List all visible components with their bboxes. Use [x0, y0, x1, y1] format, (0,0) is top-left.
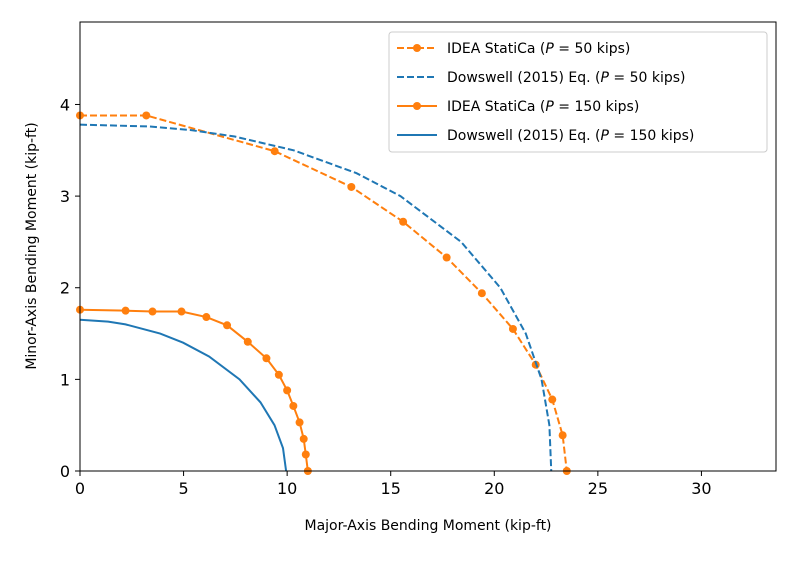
legend-text-part: = 150 kips) [554, 99, 639, 115]
data-point [262, 354, 271, 363]
y-tick-label: 1 [60, 370, 70, 389]
data-point [548, 395, 557, 404]
x-tick-label: 10 [277, 479, 297, 498]
data-point [274, 370, 283, 379]
plot-area [76, 111, 571, 475]
y-axis-label: Minor-Axis Bending Moment (kip-ft) [24, 122, 40, 369]
data-point [299, 434, 308, 443]
y-tick-label: 4 [60, 95, 70, 114]
legend-text-part: = 50 kips) [609, 70, 686, 86]
x-tick-label: 5 [178, 479, 188, 498]
legend-box [388, 31, 768, 153]
legend-text-part: P [545, 99, 554, 115]
x-tick-label: 0 [75, 479, 85, 498]
series-line-1 [79, 123, 553, 472]
legend-text-part: P [600, 128, 609, 144]
legend-entry-0: IDEA StatiCa (P = 50 kips) [447, 41, 630, 57]
x-tick-label: 25 [588, 479, 608, 498]
y-tick-label: 3 [60, 187, 70, 206]
legend-marker [413, 44, 421, 52]
data-point [202, 313, 211, 322]
data-point [148, 307, 157, 316]
data-point [121, 306, 130, 315]
data-point [301, 450, 310, 459]
legend: IDEA StatiCa (P = 50 kips)Dowswell (2015… [388, 31, 768, 153]
data-point [142, 111, 151, 120]
axes-frame [79, 21, 777, 472]
legend-text-part: Dowswell (2015) Eq. ( [447, 70, 600, 86]
data-point [442, 253, 451, 262]
data-point [289, 401, 298, 410]
legend-marker [413, 102, 421, 110]
legend-text-part: P [600, 70, 609, 86]
data-point [477, 289, 486, 298]
x-tick-label: 15 [381, 479, 401, 498]
x-tick-label: 20 [484, 479, 504, 498]
legend-entry-3: Dowswell (2015) Eq. (P = 150 kips) [447, 128, 694, 144]
x-tick-label: 30 [691, 479, 711, 498]
data-point [177, 307, 186, 316]
legend-text-part: Dowswell (2015) Eq. ( [447, 128, 600, 144]
x-axis-label: Major-Axis Bending Moment (kip-ft) [304, 518, 551, 534]
legend-entry-2: IDEA StatiCa (P = 150 kips) [447, 99, 639, 115]
series-line-2 [79, 308, 309, 472]
data-point [243, 337, 252, 346]
data-point [223, 321, 232, 330]
legend-text-part: P [545, 41, 554, 57]
data-point [558, 431, 567, 440]
series-line-0 [80, 114, 568, 472]
legend-text-part: = 50 kips) [554, 41, 631, 57]
legend-entry-1: Dowswell (2015) Eq. (P = 50 kips) [447, 70, 685, 86]
y-tick-label: 2 [60, 279, 70, 298]
y-tick-label: 0 [60, 462, 70, 481]
legend-text-part: IDEA StatiCa ( [447, 41, 545, 57]
legend-text-part: IDEA StatiCa ( [447, 99, 545, 115]
data-point [283, 386, 292, 395]
series-line-3 [79, 318, 288, 472]
axes: 0 5 10 15 20 25 30 0 1 2 3 4 [60, 21, 777, 498]
data-point [508, 324, 517, 333]
data-point [295, 418, 304, 427]
legend-text-part: = 150 kips) [609, 128, 694, 144]
data-point [347, 182, 356, 191]
data-point [399, 217, 408, 226]
data-point [270, 147, 279, 156]
